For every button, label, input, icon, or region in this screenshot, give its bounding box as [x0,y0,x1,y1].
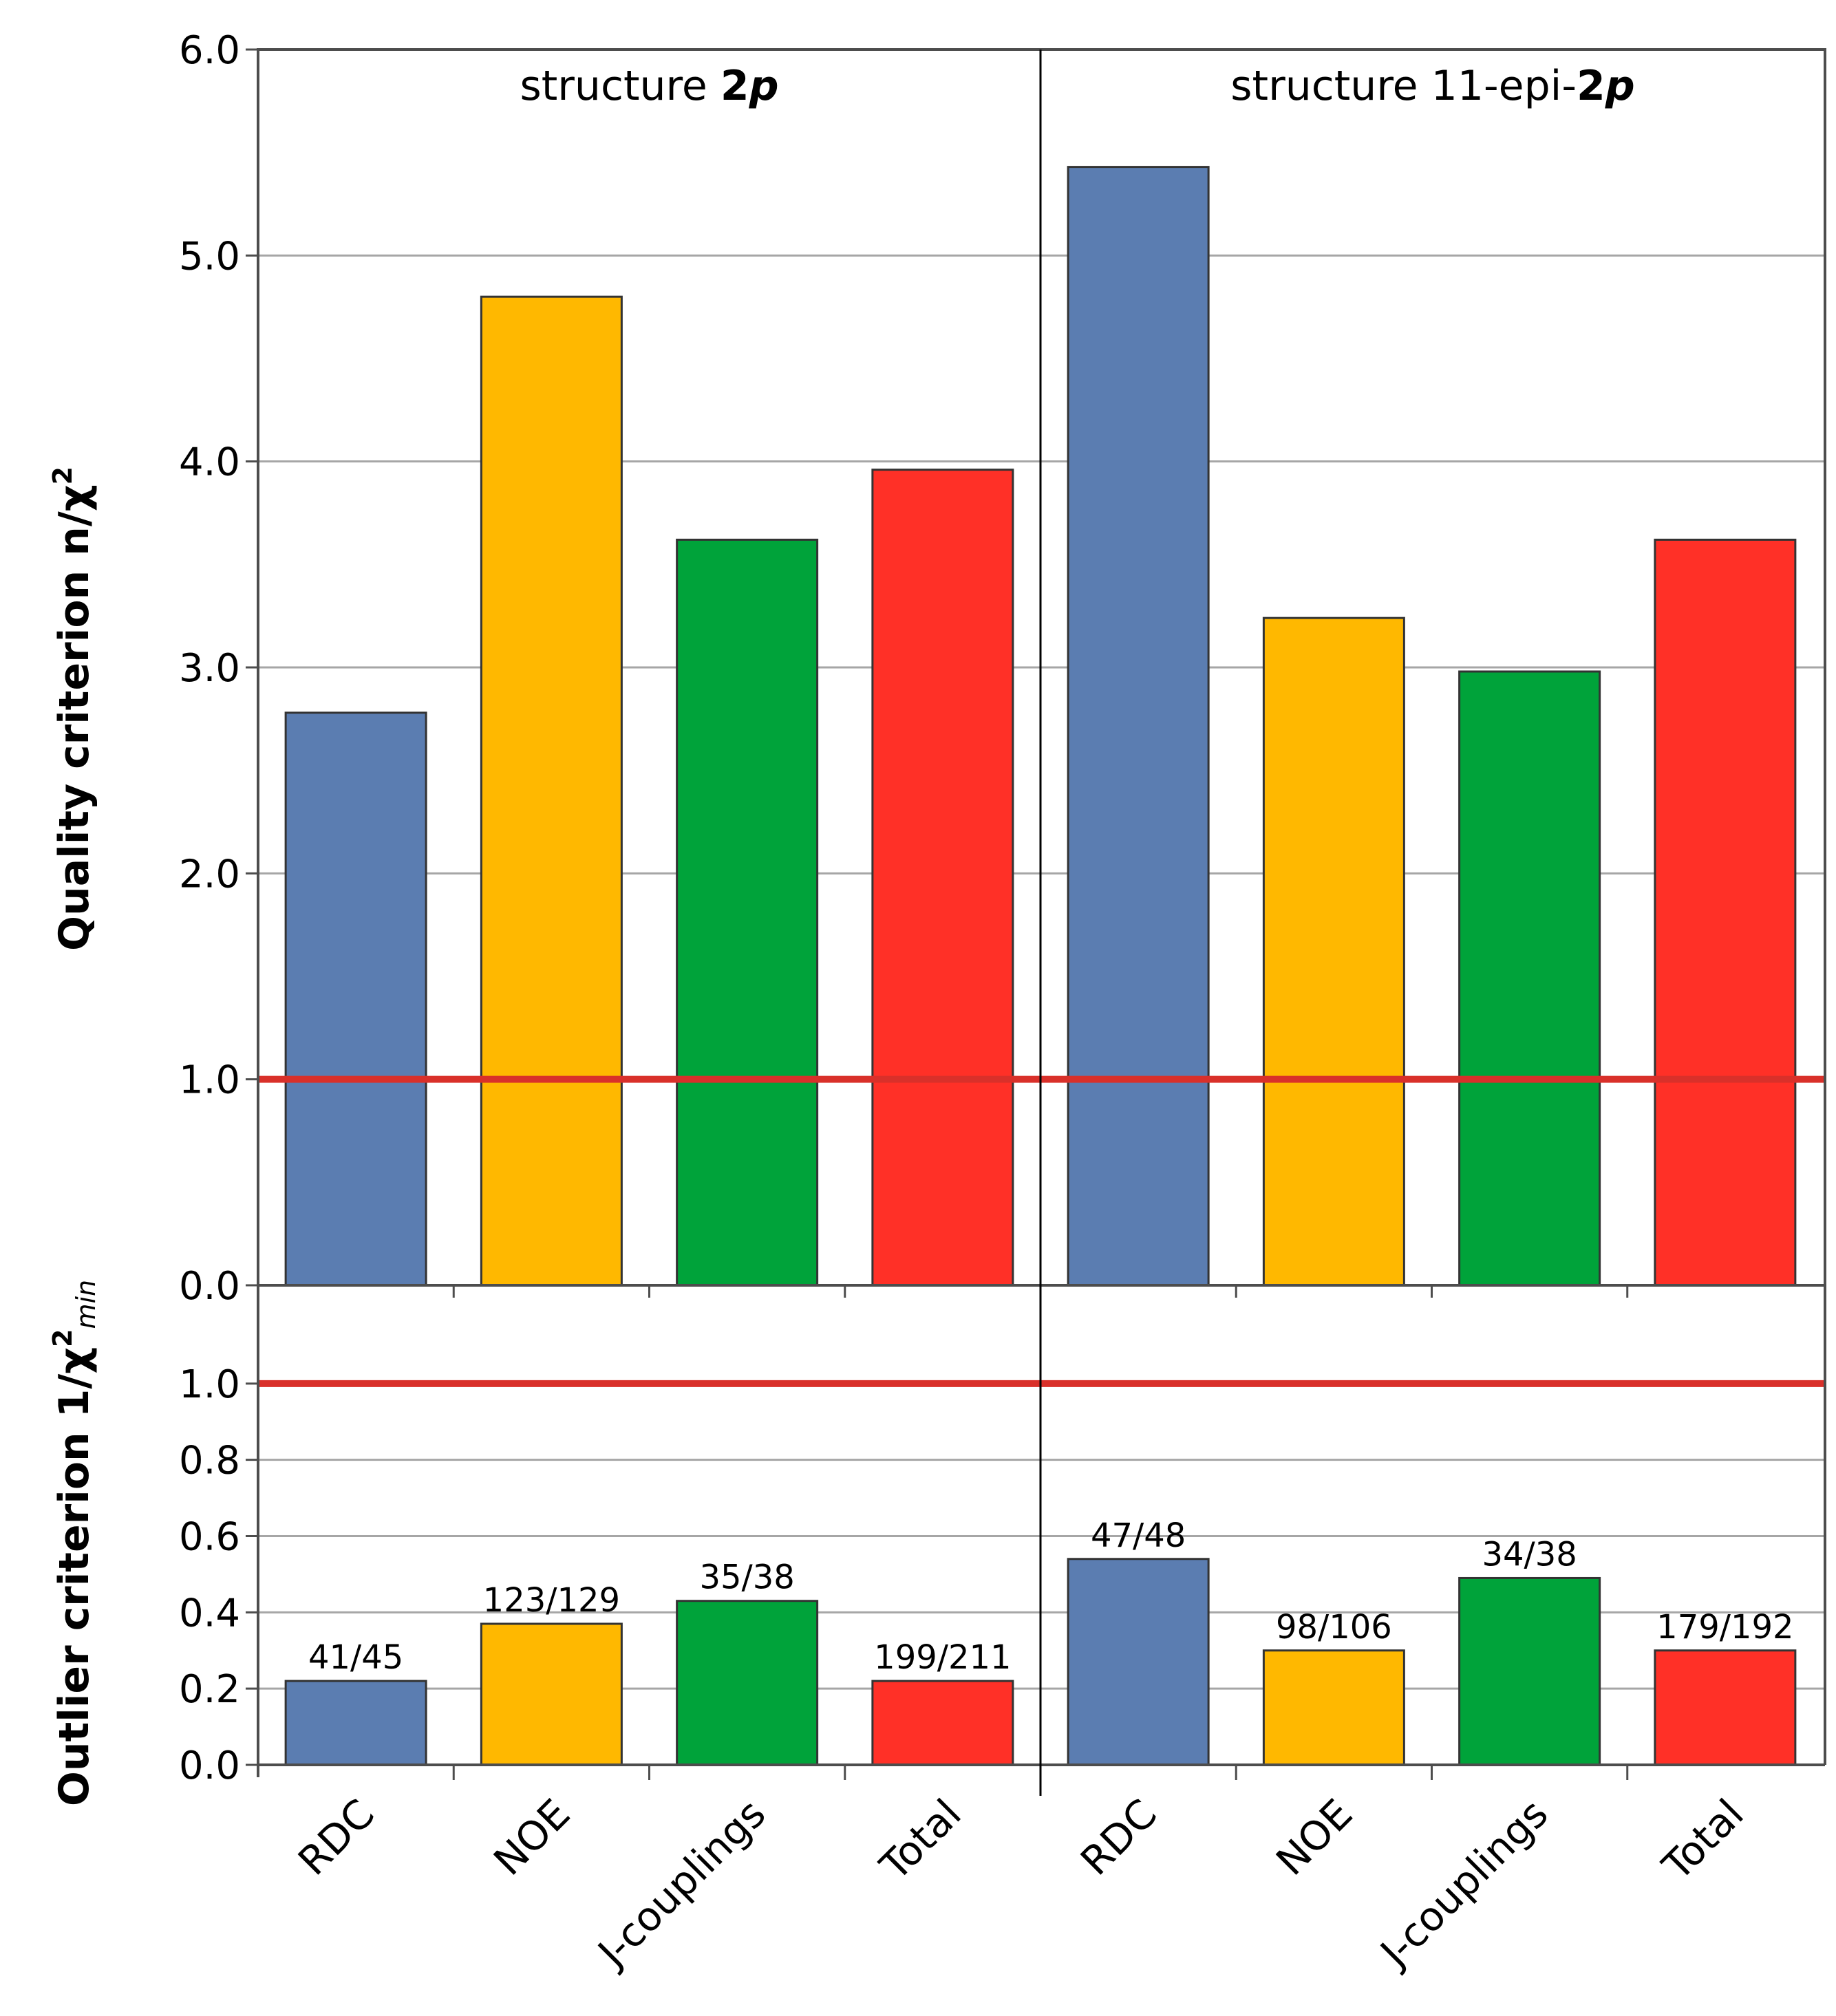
bottom-y-axis-label: Outlier criterion 1/χ2min [47,1280,101,1806]
x-category-label: J-couplings [588,1790,774,1977]
top-bar-rdc-2 [1067,166,1210,1287]
x-category-label: J-couplings [1370,1790,1557,1977]
bottom-bar-noe-2 [1262,1649,1405,1766]
top-y-tick-label: 4.0 [179,440,240,485]
x-category-label: NOE [484,1790,579,1885]
bottom-bar-noe-1 [480,1622,623,1766]
bottom-bar-j-couplings-1 [676,1600,819,1766]
bottom-data-label: 98/106 [1276,1608,1392,1647]
group-title-2: structure 11-epi-2p [1230,62,1634,110]
bottom-y-tick-label: 0.8 [179,1439,240,1483]
bottom-data-label: 34/38 [1482,1535,1577,1574]
top-y-tick-label: 6.0 [179,28,240,73]
top-y-tick-label: 3.0 [179,646,240,691]
bottom-bar-total-2 [1654,1649,1797,1766]
top-y-tick-label: 0.0 [179,1264,240,1309]
x-category-label: Total [1653,1790,1753,1890]
top-y-tick-label: 1.0 [179,1058,240,1103]
top-bar-total-2 [1654,538,1797,1287]
x-category-label: NOE [1267,1790,1361,1885]
top-bar-noe-2 [1262,616,1405,1287]
top-y-axis-label: Quality criterion n/χ2 [47,467,98,951]
top-y-tick-label: 2.0 [179,852,240,897]
top-bar-j-couplings-2 [1458,670,1601,1287]
bottom-data-label: 123/129 [483,1581,620,1620]
x-category-label: RDC [1071,1790,1166,1885]
bottom-data-label: 179/192 [1656,1608,1793,1647]
bottom-y-tick-label: 0.0 [179,1744,240,1788]
bottom-y-tick-label: 0.2 [179,1667,240,1712]
bottom-bar-rdc-2 [1067,1558,1210,1766]
x-category-label: Total [871,1790,970,1890]
top-bar-j-couplings-1 [676,538,819,1287]
top-bar-noe-1 [480,295,623,1287]
bottom-data-label: 199/211 [874,1638,1011,1677]
bottom-y-tick-label: 0.4 [179,1591,240,1636]
top-y-tick-label: 5.0 [179,234,240,279]
bottom-data-label: 35/38 [699,1558,794,1597]
bottom-y-tick-label: 0.6 [179,1515,240,1560]
bottom-y-tick-label: 1.0 [179,1362,240,1407]
bottom-data-label: 47/48 [1091,1516,1186,1555]
bottom-bar-total-1 [871,1680,1014,1766]
bottom-bar-rdc-1 [284,1680,427,1766]
top-bar-total-1 [871,469,1014,1287]
bottom-data-label: 41/45 [308,1638,403,1677]
group-title-1: structure 2p [520,62,778,110]
top-bar-rdc-1 [284,711,427,1287]
x-category-label: RDC [289,1790,383,1885]
bottom-bar-j-couplings-2 [1458,1576,1601,1766]
